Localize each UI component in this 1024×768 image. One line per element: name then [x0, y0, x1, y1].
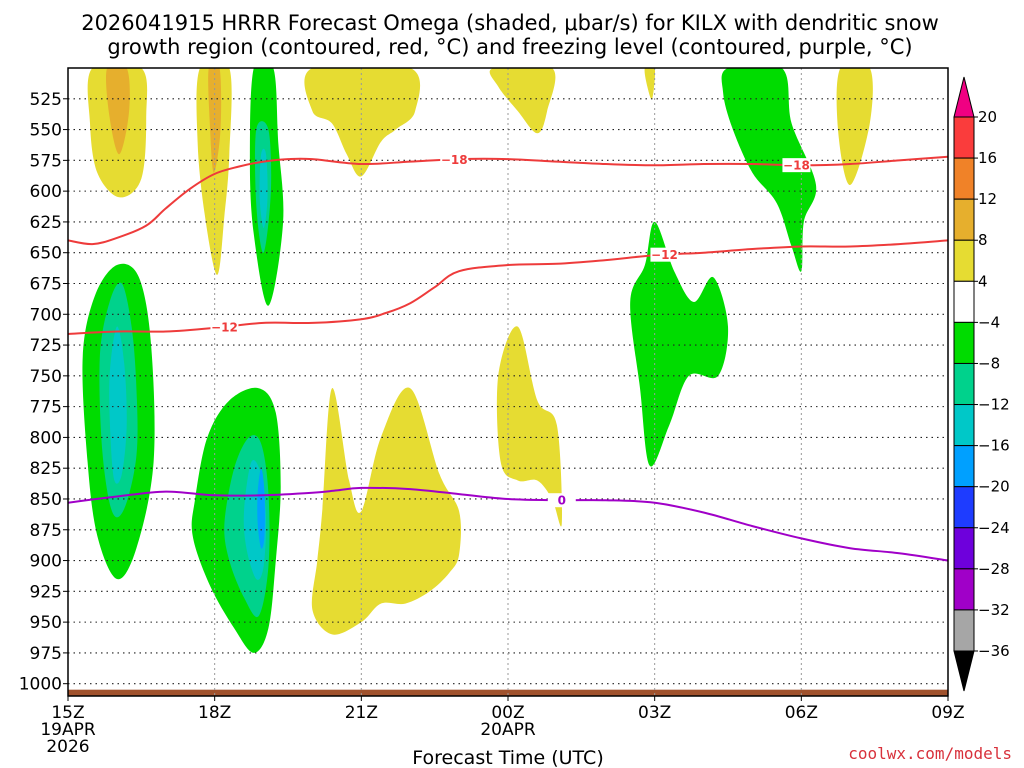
colorbar-box: [953, 486, 975, 529]
contour-label-bg: [650, 247, 679, 262]
colorbar-box: [953, 362, 975, 406]
colorbar-box: [953, 280, 975, 323]
credit-text: coolwx.com/models: [848, 744, 1012, 763]
y-tick-label: 825: [30, 459, 62, 479]
y-tick-label: 550: [30, 121, 62, 141]
contour-label--12: −12: [651, 248, 678, 262]
y-tick-label: 600: [30, 182, 62, 202]
colorbar-box: [953, 568, 975, 611]
colorbar-label: −28: [978, 560, 1010, 578]
omega-shade-20: [496, 326, 562, 527]
y-tick-label: 775: [30, 398, 62, 418]
colorbar-label: 20: [978, 108, 997, 126]
omega-shade-9: [644, 68, 655, 100]
colorbar-label: 8: [978, 231, 988, 249]
contour-label-freezing: 0: [558, 494, 566, 508]
contour-line-freezing: [68, 486, 948, 562]
ground-strip: [68, 689, 948, 696]
colorbar-label: −32: [978, 601, 1010, 619]
x-tick-label: 00Z: [491, 703, 524, 723]
omega-shade-3: [208, 68, 222, 173]
colorbar-label: −24: [978, 519, 1010, 537]
colorbar-box: [953, 198, 975, 241]
omega-shade-6: [259, 148, 268, 229]
colorbar-box: [953, 116, 975, 159]
omega-shade-1: [106, 68, 130, 155]
colorbar-box: [953, 404, 975, 447]
y-tick-label: 925: [30, 582, 62, 602]
omega-shade-14: [109, 326, 127, 484]
colorbar-bottom-tip: [953, 650, 975, 692]
x-tick-sublabel: 20APR: [480, 720, 536, 740]
contour-label-layer: −18 −18 −12 −12 0: [210, 152, 811, 508]
colorbar-label: −4: [978, 313, 1000, 331]
y-tick-label: 1000: [19, 675, 62, 695]
y-tick-label: 900: [30, 552, 62, 572]
contour-label-bg: [547, 493, 576, 508]
chart-title-line-2: growth region (contoured, red, °C) and f…: [107, 35, 912, 59]
x-tick-label: 03Z: [638, 703, 671, 723]
chart-title-line-1: 2026041915 HRRR Forecast Omega (shaded, …: [81, 11, 939, 35]
colorbar: 20 16 12 8 4 −4 −8 −12 −16 −20 −24 −28 −32 −36: [953, 76, 1010, 692]
colorbar-label: −36: [978, 642, 1010, 660]
x-tick-label: 06Z: [785, 703, 818, 723]
colorbar-label: −20: [978, 478, 1010, 496]
omega-shade-8: [489, 68, 556, 134]
omega-shade-7: [304, 68, 421, 177]
colorbar-label: 4: [978, 272, 988, 290]
y-tick-label: 950: [30, 613, 62, 633]
colorbar-label: −12: [978, 396, 1010, 414]
omega-shade-11: [836, 68, 873, 186]
x-tick-label: 21Z: [345, 703, 378, 723]
colorbar-box: [953, 609, 975, 652]
y-tick-label: 650: [30, 244, 62, 264]
y-tick-label: 975: [30, 644, 62, 664]
y-tick-label: 875: [30, 521, 62, 541]
x-tick-label: 09Z: [931, 703, 964, 723]
colorbar-label: −16: [978, 437, 1010, 455]
ground-layer: [68, 689, 948, 696]
omega-shade-18: [257, 468, 265, 549]
contour-label--12: −12: [211, 320, 238, 334]
y-tick-label: 725: [30, 336, 62, 356]
y-tick-label: 700: [30, 305, 62, 325]
omega-shading-layer: [82, 68, 873, 653]
colorbar-label: −8: [978, 354, 1000, 372]
contour-label--18: −18: [783, 159, 810, 173]
y-tick-label: 575: [30, 151, 62, 171]
x-tick-label: 18Z: [198, 703, 231, 723]
contour-label-bg: [210, 319, 239, 334]
x-tick-label: 15Z: [51, 703, 84, 723]
omega-shade-19: [311, 387, 461, 635]
contour-label-bg: [440, 152, 469, 167]
grid-layer: [68, 68, 948, 696]
omega-shade-10: [721, 68, 817, 272]
x-axis-label: Forecast Time (UTC): [412, 747, 603, 768]
colorbar-label: 16: [978, 149, 997, 167]
contour-line--18: [68, 155, 948, 246]
colorbar-box: [953, 157, 975, 200]
y-tick-label: 525: [30, 90, 62, 110]
y-tick-label: 750: [30, 367, 62, 387]
colorbar-box: [953, 321, 975, 364]
y-tick-label: 800: [30, 428, 62, 448]
y-tick-label: 625: [30, 213, 62, 233]
y-tick-label: 850: [30, 490, 62, 510]
colorbar-label: 12: [978, 190, 997, 208]
y-tick-label: 675: [30, 274, 62, 294]
colorbar-box: [953, 527, 975, 570]
contour-label-bg: [782, 158, 811, 173]
x-tick-sublabel: 2026: [46, 737, 89, 757]
y-axis: 525 550 575 600 625 650 675 700 725 750 775 800 825 8…: [19, 90, 68, 695]
colorbar-box: [953, 239, 975, 282]
colorbar-box: [953, 445, 975, 488]
x-tick-sublabel: 19APR: [40, 720, 96, 740]
contour-label--18: −18: [441, 153, 468, 167]
